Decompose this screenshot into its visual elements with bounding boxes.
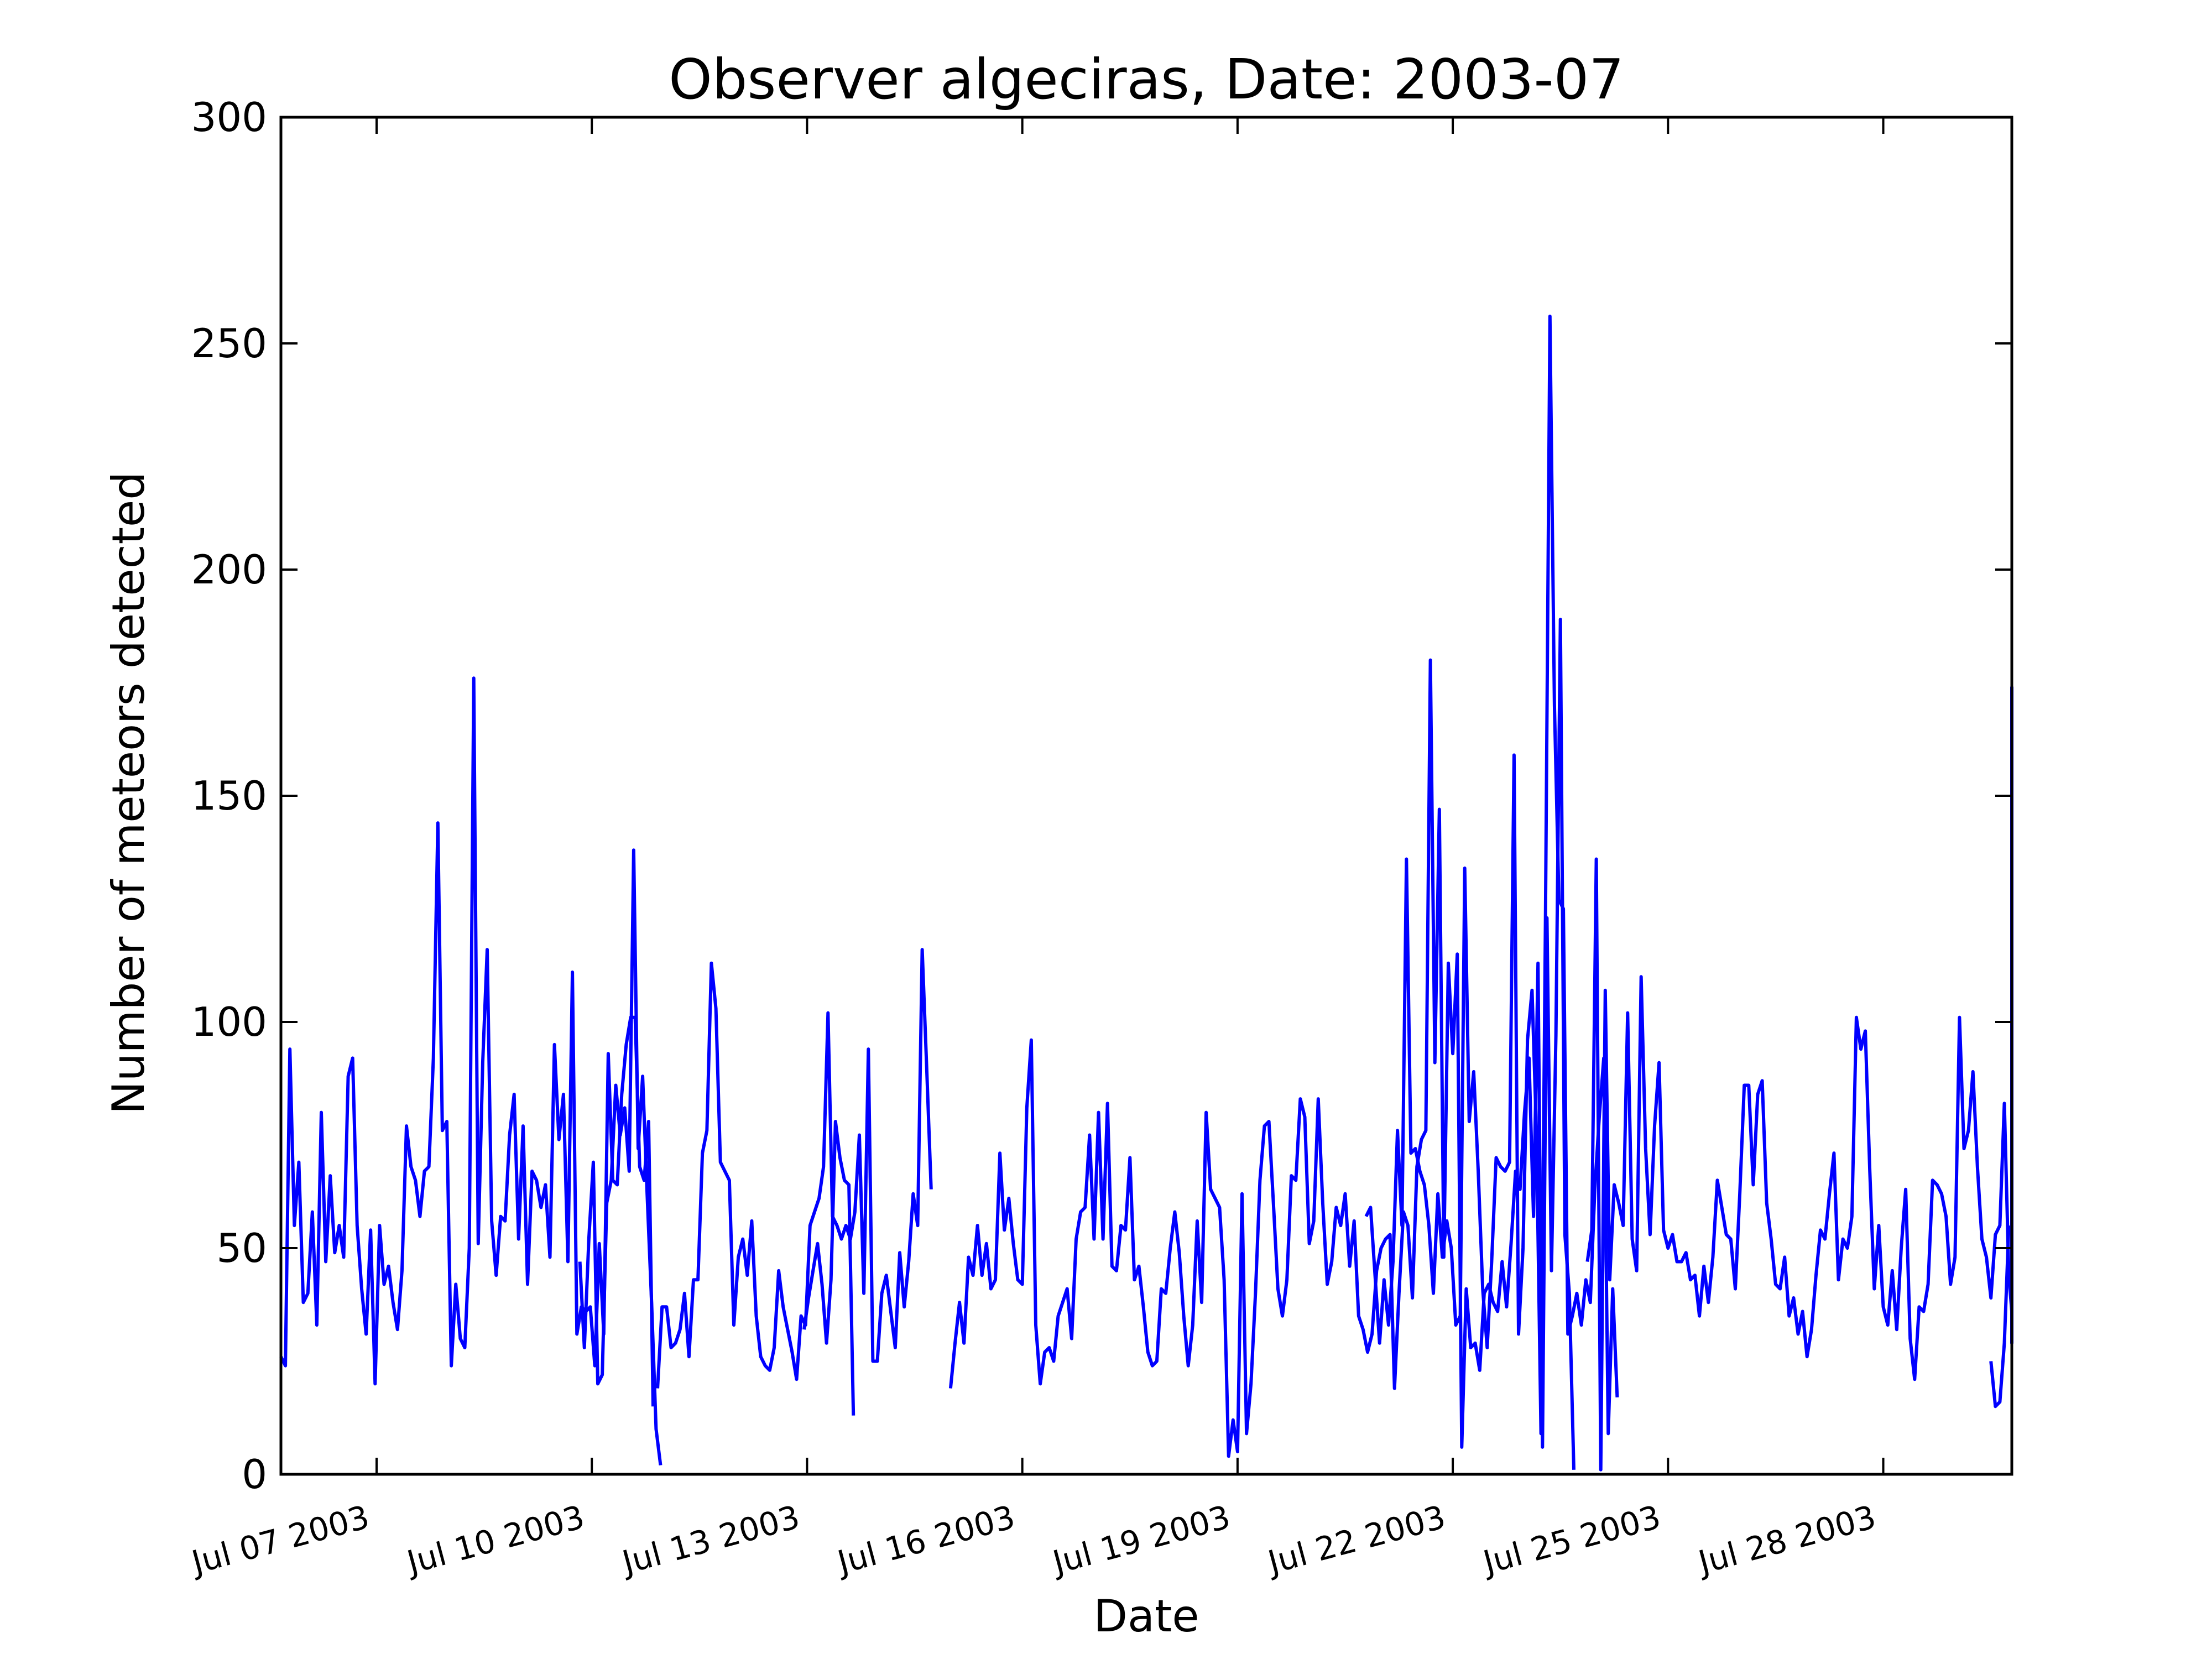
y-tick-label: 150 xyxy=(191,773,267,819)
series-line-segment-2 xyxy=(578,848,662,1465)
y-tick-label: 250 xyxy=(191,320,267,367)
series-line-segment-8 xyxy=(1989,1225,2011,1408)
series-line-segment-1 xyxy=(279,676,655,1407)
series-line-segment-3 xyxy=(656,948,933,1389)
y-tick-label: 0 xyxy=(242,1451,267,1498)
series-line-segment-5 xyxy=(948,618,1575,1470)
y-tick-label: 300 xyxy=(191,94,267,140)
series-line-segment-6 xyxy=(1364,314,1619,1436)
series-line-segment-4 xyxy=(802,1120,855,1416)
y-tick-label: 200 xyxy=(191,546,267,593)
chart-title: Observer algeciras, Date: 2003-07 xyxy=(669,47,1624,112)
y-axis-label: Number of meteors detected xyxy=(103,472,154,1114)
y-tick-label: 100 xyxy=(191,999,267,1045)
y-tick-label: 50 xyxy=(216,1225,267,1271)
x-axis-label: Date xyxy=(1093,1590,1199,1642)
